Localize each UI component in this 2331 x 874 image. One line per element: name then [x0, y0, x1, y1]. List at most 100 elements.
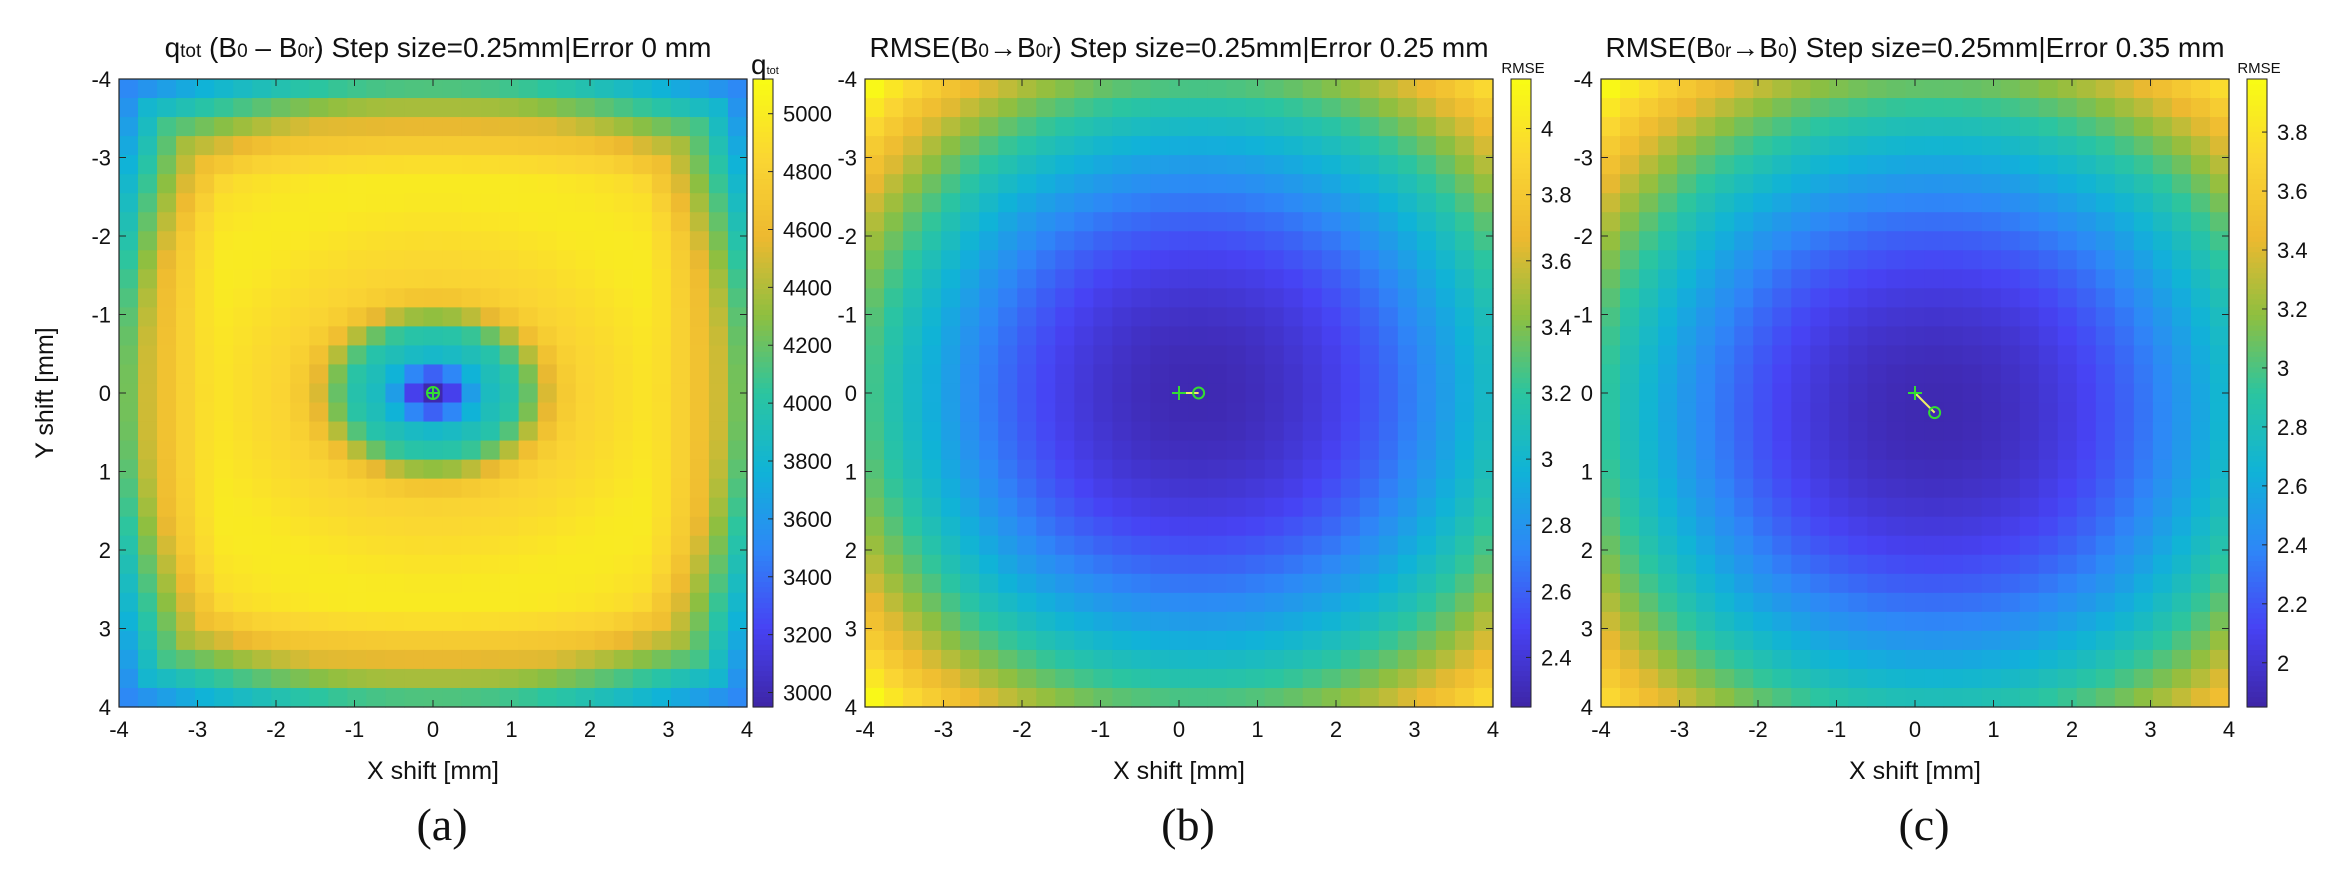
heatmap-cell: [1848, 459, 1869, 480]
heatmap-cell: [442, 136, 463, 156]
heatmap-cell: [903, 155, 923, 175]
heatmap-cell: [385, 459, 406, 480]
heatmap-cell: [537, 687, 558, 708]
heatmap-cell: [594, 155, 615, 175]
heatmap-cell: [1696, 402, 1716, 423]
heatmap-cell: [903, 364, 923, 385]
colorbar-segment: [1511, 670, 1531, 677]
heatmap-cell: [2171, 535, 2192, 556]
heatmap-cell: [1473, 554, 1494, 575]
heatmap-cell: [1454, 649, 1475, 670]
heatmap-cell: [727, 630, 748, 651]
heatmap-cell: [1943, 98, 1964, 118]
heatmap-cell: [2171, 459, 2192, 480]
heatmap-cell: [1340, 497, 1361, 518]
heatmap-cell: [1416, 516, 1437, 537]
heatmap-cell: [903, 554, 923, 575]
heatmap-cell: [1093, 592, 1113, 613]
heatmap-cell: [2171, 402, 2192, 423]
colorbar-tick-label: 2.8: [2277, 415, 2308, 440]
heatmap-cell: [708, 117, 729, 137]
heatmap-cell: [2000, 174, 2021, 194]
heatmap-cell: [1321, 440, 1342, 461]
heatmap-cell: [309, 174, 329, 194]
heatmap-cell: [176, 687, 196, 708]
heatmap-cell: [1359, 630, 1380, 651]
heatmap-cell: [2038, 440, 2059, 461]
heatmap-cell: [1454, 212, 1475, 232]
heatmap-cell: [689, 421, 710, 442]
heatmap-cell: [1677, 478, 1697, 499]
x-axis-label: X shift [mm]: [1849, 757, 1981, 785]
heatmap-cell: [1017, 649, 1037, 670]
colorbar-segment: [2247, 84, 2267, 91]
heatmap-cell: [1359, 364, 1380, 385]
heatmap-cell: [1017, 250, 1037, 270]
heatmap-cell: [1397, 383, 1418, 404]
heatmap-cell: [385, 516, 406, 537]
heatmap-cell: [1791, 611, 1811, 632]
heatmap-cell: [1620, 573, 1640, 594]
heatmap-cell: [214, 440, 234, 461]
heatmap-cell: [1321, 364, 1342, 385]
heatmap-cell: [903, 440, 923, 461]
heatmap-cell: [689, 193, 710, 213]
colorbar-segment: [2247, 288, 2267, 295]
colorbar-segment: [1511, 345, 1531, 352]
heatmap-cell: [2133, 155, 2154, 175]
heatmap-cell: [594, 554, 615, 575]
colorbar-segment: [2247, 665, 2267, 671]
heatmap-cell: [404, 573, 425, 594]
heatmap-cell: [960, 79, 980, 99]
heatmap-cell: [1131, 288, 1152, 308]
heatmap-cell: [998, 440, 1018, 461]
heatmap-cell: [1435, 459, 1456, 480]
heatmap-cell: [1829, 554, 1849, 575]
heatmap-cell: [1435, 440, 1456, 461]
heatmap-cell: [922, 630, 942, 651]
heatmap-cell: [1264, 535, 1285, 556]
heatmap-cell: [1677, 440, 1697, 461]
colorbar-segment: [753, 539, 773, 546]
heatmap-cell: [499, 554, 520, 575]
colorbar-segment: [2247, 178, 2267, 185]
heatmap-cell: [2095, 212, 2116, 232]
colorbar-segment: [753, 623, 773, 630]
heatmap-cell: [157, 364, 177, 385]
heatmap-cell: [1321, 345, 1342, 366]
heatmap-cell: [2038, 630, 2059, 651]
heatmap-cell: [998, 212, 1018, 232]
heatmap-cell: [1131, 269, 1152, 289]
heatmap-cell: [1639, 421, 1659, 442]
colorbar-segment: [753, 356, 773, 363]
heatmap-cell: [290, 174, 310, 194]
heatmap-cell: [575, 117, 596, 137]
heatmap-cell: [1715, 155, 1735, 175]
heatmap-cell: [594, 383, 615, 404]
heatmap-cell: [1677, 98, 1697, 118]
heatmap-cell: [1734, 345, 1754, 366]
heatmap-cell: [727, 326, 748, 347]
heatmap-cell: [1924, 250, 1945, 270]
colorbar-segment: [2247, 544, 2267, 551]
heatmap-cell: [670, 421, 691, 442]
heatmap-cell: [2133, 174, 2154, 194]
colorbar-segment: [1511, 487, 1531, 494]
heatmap-cell: [594, 497, 615, 518]
y-tick-label: 1: [99, 460, 111, 485]
heatmap-cell: [1207, 174, 1228, 194]
heatmap-cell: [252, 326, 272, 347]
heatmap-cell: [1416, 288, 1437, 308]
heatmap-cell: [157, 155, 177, 175]
heatmap-cell: [271, 288, 291, 308]
heatmap-cell: [138, 98, 158, 118]
heatmap-cell: [1924, 174, 1945, 194]
heatmap-cell: [1302, 326, 1323, 347]
heatmap-cell: [2209, 402, 2230, 423]
heatmap-cell: [1810, 155, 1830, 175]
heatmap-cell: [979, 117, 999, 137]
heatmap-cell: [2076, 136, 2097, 156]
heatmap-cell: [366, 459, 387, 480]
heatmap-cell: [1435, 573, 1456, 594]
heatmap-cell: [2019, 402, 2040, 423]
